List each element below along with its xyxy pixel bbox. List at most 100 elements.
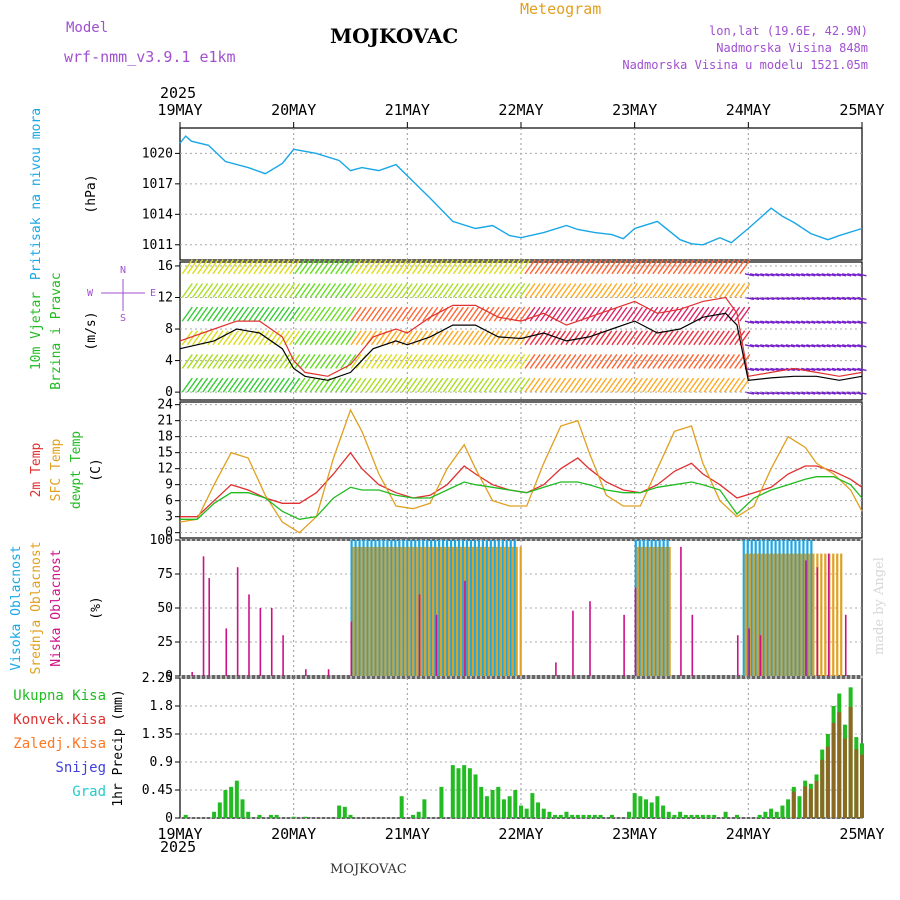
wind-arrow <box>309 283 321 298</box>
y-tick-label: 1020 <box>142 146 173 161</box>
wind-arrow <box>770 273 780 277</box>
wind-arrow <box>601 377 613 393</box>
cloud-high-bar <box>754 540 757 676</box>
wind-arrow <box>529 354 541 369</box>
wind-arrow <box>739 259 751 275</box>
wind-arrow <box>626 377 638 393</box>
wind-arrow <box>248 306 260 322</box>
wind-arrow <box>688 354 700 369</box>
legend-total: Ukupna Kisa <box>13 688 106 704</box>
wind-arrow <box>698 259 710 275</box>
wind-arrow <box>596 354 608 369</box>
wind-arrow <box>677 354 689 369</box>
wind-arrow <box>473 283 485 298</box>
y-tick-label: 9 <box>165 478 173 493</box>
cloud-high-bar <box>658 540 661 676</box>
precip-total-bar <box>342 806 347 818</box>
wind-arrow <box>222 283 234 298</box>
year-top: 2025 <box>160 84 197 102</box>
wind-arrow <box>667 259 679 275</box>
legend-frozen: Zaledj.Kisa <box>13 736 106 752</box>
precip-conv-bar <box>825 746 830 818</box>
wind-arrow <box>278 259 291 275</box>
precip-total-bar <box>462 765 467 818</box>
wind-arrow <box>411 354 424 369</box>
wind-arrow <box>447 306 459 322</box>
wind-arrow <box>555 306 567 322</box>
wind-arrow <box>831 273 842 277</box>
wind-arrow <box>631 259 643 275</box>
cloud-mid-bar <box>364 546 367 676</box>
cloud-mid-bar <box>428 546 431 676</box>
wind-arrow <box>457 330 470 346</box>
wind-arrow <box>795 320 806 324</box>
cloud-high-bar <box>489 540 492 676</box>
wind-arrow <box>319 330 331 346</box>
wind-arrow <box>493 306 505 322</box>
cloud-low-bar <box>327 669 330 676</box>
wind-arrow <box>729 377 741 393</box>
cloud-mid-bar <box>780 553 783 676</box>
x-tick-label-bottom: 19MAY <box>157 825 202 843</box>
wind-arrow <box>780 344 790 348</box>
y-tick-label: 1.8 <box>150 699 173 714</box>
precip-total-bar <box>786 799 791 818</box>
wind-arrow <box>806 296 816 301</box>
wind-arrow <box>760 367 770 372</box>
wind-arrow <box>350 354 362 369</box>
y-tick-label: 15 <box>157 446 173 461</box>
wind-gust-line <box>179 296 863 377</box>
wind-arrow <box>212 377 224 393</box>
wind-arrow <box>232 283 244 298</box>
cloud-high-bar <box>434 540 437 676</box>
wind-arrow <box>524 377 536 393</box>
x-tick-label-bottom: 24MAY <box>726 825 771 843</box>
precip-total-bar <box>212 811 217 818</box>
wind-arrow <box>406 377 418 393</box>
legend-snow: Snijeg <box>55 760 106 776</box>
wind-arrow <box>647 306 659 322</box>
cloud-mid-bar <box>668 546 671 676</box>
wind-arrow <box>790 391 801 395</box>
cloud-high-bar <box>778 540 781 676</box>
wind-arrow <box>544 306 557 322</box>
wind-arrow <box>755 273 765 277</box>
y-tick-label: 6 <box>165 494 173 509</box>
y-tick-label: 0 <box>165 669 173 684</box>
wind-arrow <box>662 259 674 275</box>
cloud-mid-bar <box>408 546 411 676</box>
precip-total-bar <box>473 774 478 818</box>
wind-arrow <box>780 320 790 324</box>
wind-arrow <box>611 377 623 393</box>
wind-arrow <box>181 354 193 369</box>
wind-arrow <box>693 306 705 322</box>
precip-total-bar <box>183 814 188 818</box>
wind-arrow <box>273 377 285 393</box>
wind-arrow <box>263 259 275 275</box>
precip-total-bar <box>723 811 728 818</box>
wind-arrow <box>514 330 526 346</box>
wind-arrow <box>463 283 475 298</box>
wind-arrow <box>248 283 260 298</box>
wind-arrow <box>381 283 393 298</box>
wind-arrow <box>289 306 301 322</box>
wind-arrow <box>304 354 316 369</box>
cloud-high-bar <box>798 540 801 676</box>
precip-total-bar <box>587 814 592 818</box>
cloud-mid-bar <box>491 546 494 676</box>
precip-conv-bar <box>820 759 825 818</box>
wind-arrow <box>360 354 372 369</box>
cloud-mid-bar <box>760 553 763 676</box>
wind-arrow <box>268 259 280 275</box>
wind-arrow <box>734 283 746 298</box>
wind-arrow <box>667 330 679 346</box>
wind-arrow <box>708 330 720 346</box>
y-tick-label: 1014 <box>142 207 173 222</box>
cloud-mid-bar <box>832 553 835 676</box>
wind-arrow <box>857 367 867 372</box>
wind-arrow <box>570 377 582 393</box>
wind-arrow <box>330 354 342 369</box>
wind-arrow <box>631 377 643 393</box>
wind-arrow <box>478 259 490 275</box>
wind-arrow <box>657 283 669 298</box>
